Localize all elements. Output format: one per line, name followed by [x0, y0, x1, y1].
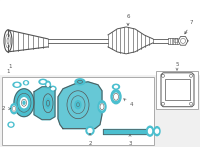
- Ellipse shape: [47, 83, 49, 86]
- Bar: [156, 71, 198, 109]
- Polygon shape: [58, 82, 102, 129]
- Ellipse shape: [15, 83, 19, 86]
- Ellipse shape: [10, 104, 18, 114]
- Ellipse shape: [154, 127, 160, 136]
- Text: 2: 2: [88, 133, 92, 146]
- Polygon shape: [178, 37, 188, 45]
- Ellipse shape: [112, 84, 120, 89]
- Ellipse shape: [8, 122, 14, 127]
- Ellipse shape: [23, 101, 25, 104]
- Ellipse shape: [7, 38, 9, 44]
- Bar: [0, 0, 200, 74]
- Text: 7: 7: [185, 20, 194, 34]
- Ellipse shape: [114, 86, 118, 88]
- Ellipse shape: [4, 30, 12, 52]
- Ellipse shape: [52, 88, 54, 90]
- Ellipse shape: [156, 129, 158, 133]
- Ellipse shape: [148, 129, 152, 134]
- Text: 1: 1: [6, 69, 10, 74]
- Ellipse shape: [46, 98, 50, 108]
- Ellipse shape: [111, 90, 121, 104]
- Text: 2: 2: [2, 106, 11, 111]
- Ellipse shape: [100, 104, 104, 110]
- Text: 3: 3: [128, 134, 132, 146]
- Ellipse shape: [25, 82, 27, 84]
- Ellipse shape: [50, 86, 56, 91]
- Polygon shape: [108, 27, 153, 54]
- Text: 5: 5: [175, 62, 179, 70]
- Ellipse shape: [41, 81, 45, 83]
- Ellipse shape: [75, 101, 81, 109]
- Text: 6: 6: [126, 14, 130, 25]
- Text: 1: 1: [8, 64, 12, 69]
- Polygon shape: [8, 30, 48, 52]
- Ellipse shape: [21, 98, 28, 108]
- Ellipse shape: [14, 89, 34, 117]
- Text: 4: 4: [124, 99, 134, 107]
- Ellipse shape: [88, 129, 92, 133]
- Ellipse shape: [114, 93, 118, 100]
- Polygon shape: [34, 87, 55, 120]
- Ellipse shape: [24, 81, 29, 85]
- Ellipse shape: [39, 79, 47, 84]
- Ellipse shape: [86, 127, 94, 135]
- Ellipse shape: [98, 101, 106, 113]
- Ellipse shape: [13, 82, 21, 87]
- Ellipse shape: [75, 79, 85, 85]
- Ellipse shape: [146, 126, 154, 136]
- Ellipse shape: [10, 123, 12, 126]
- Ellipse shape: [46, 81, 50, 88]
- Ellipse shape: [12, 106, 16, 111]
- Bar: [2, 77, 154, 145]
